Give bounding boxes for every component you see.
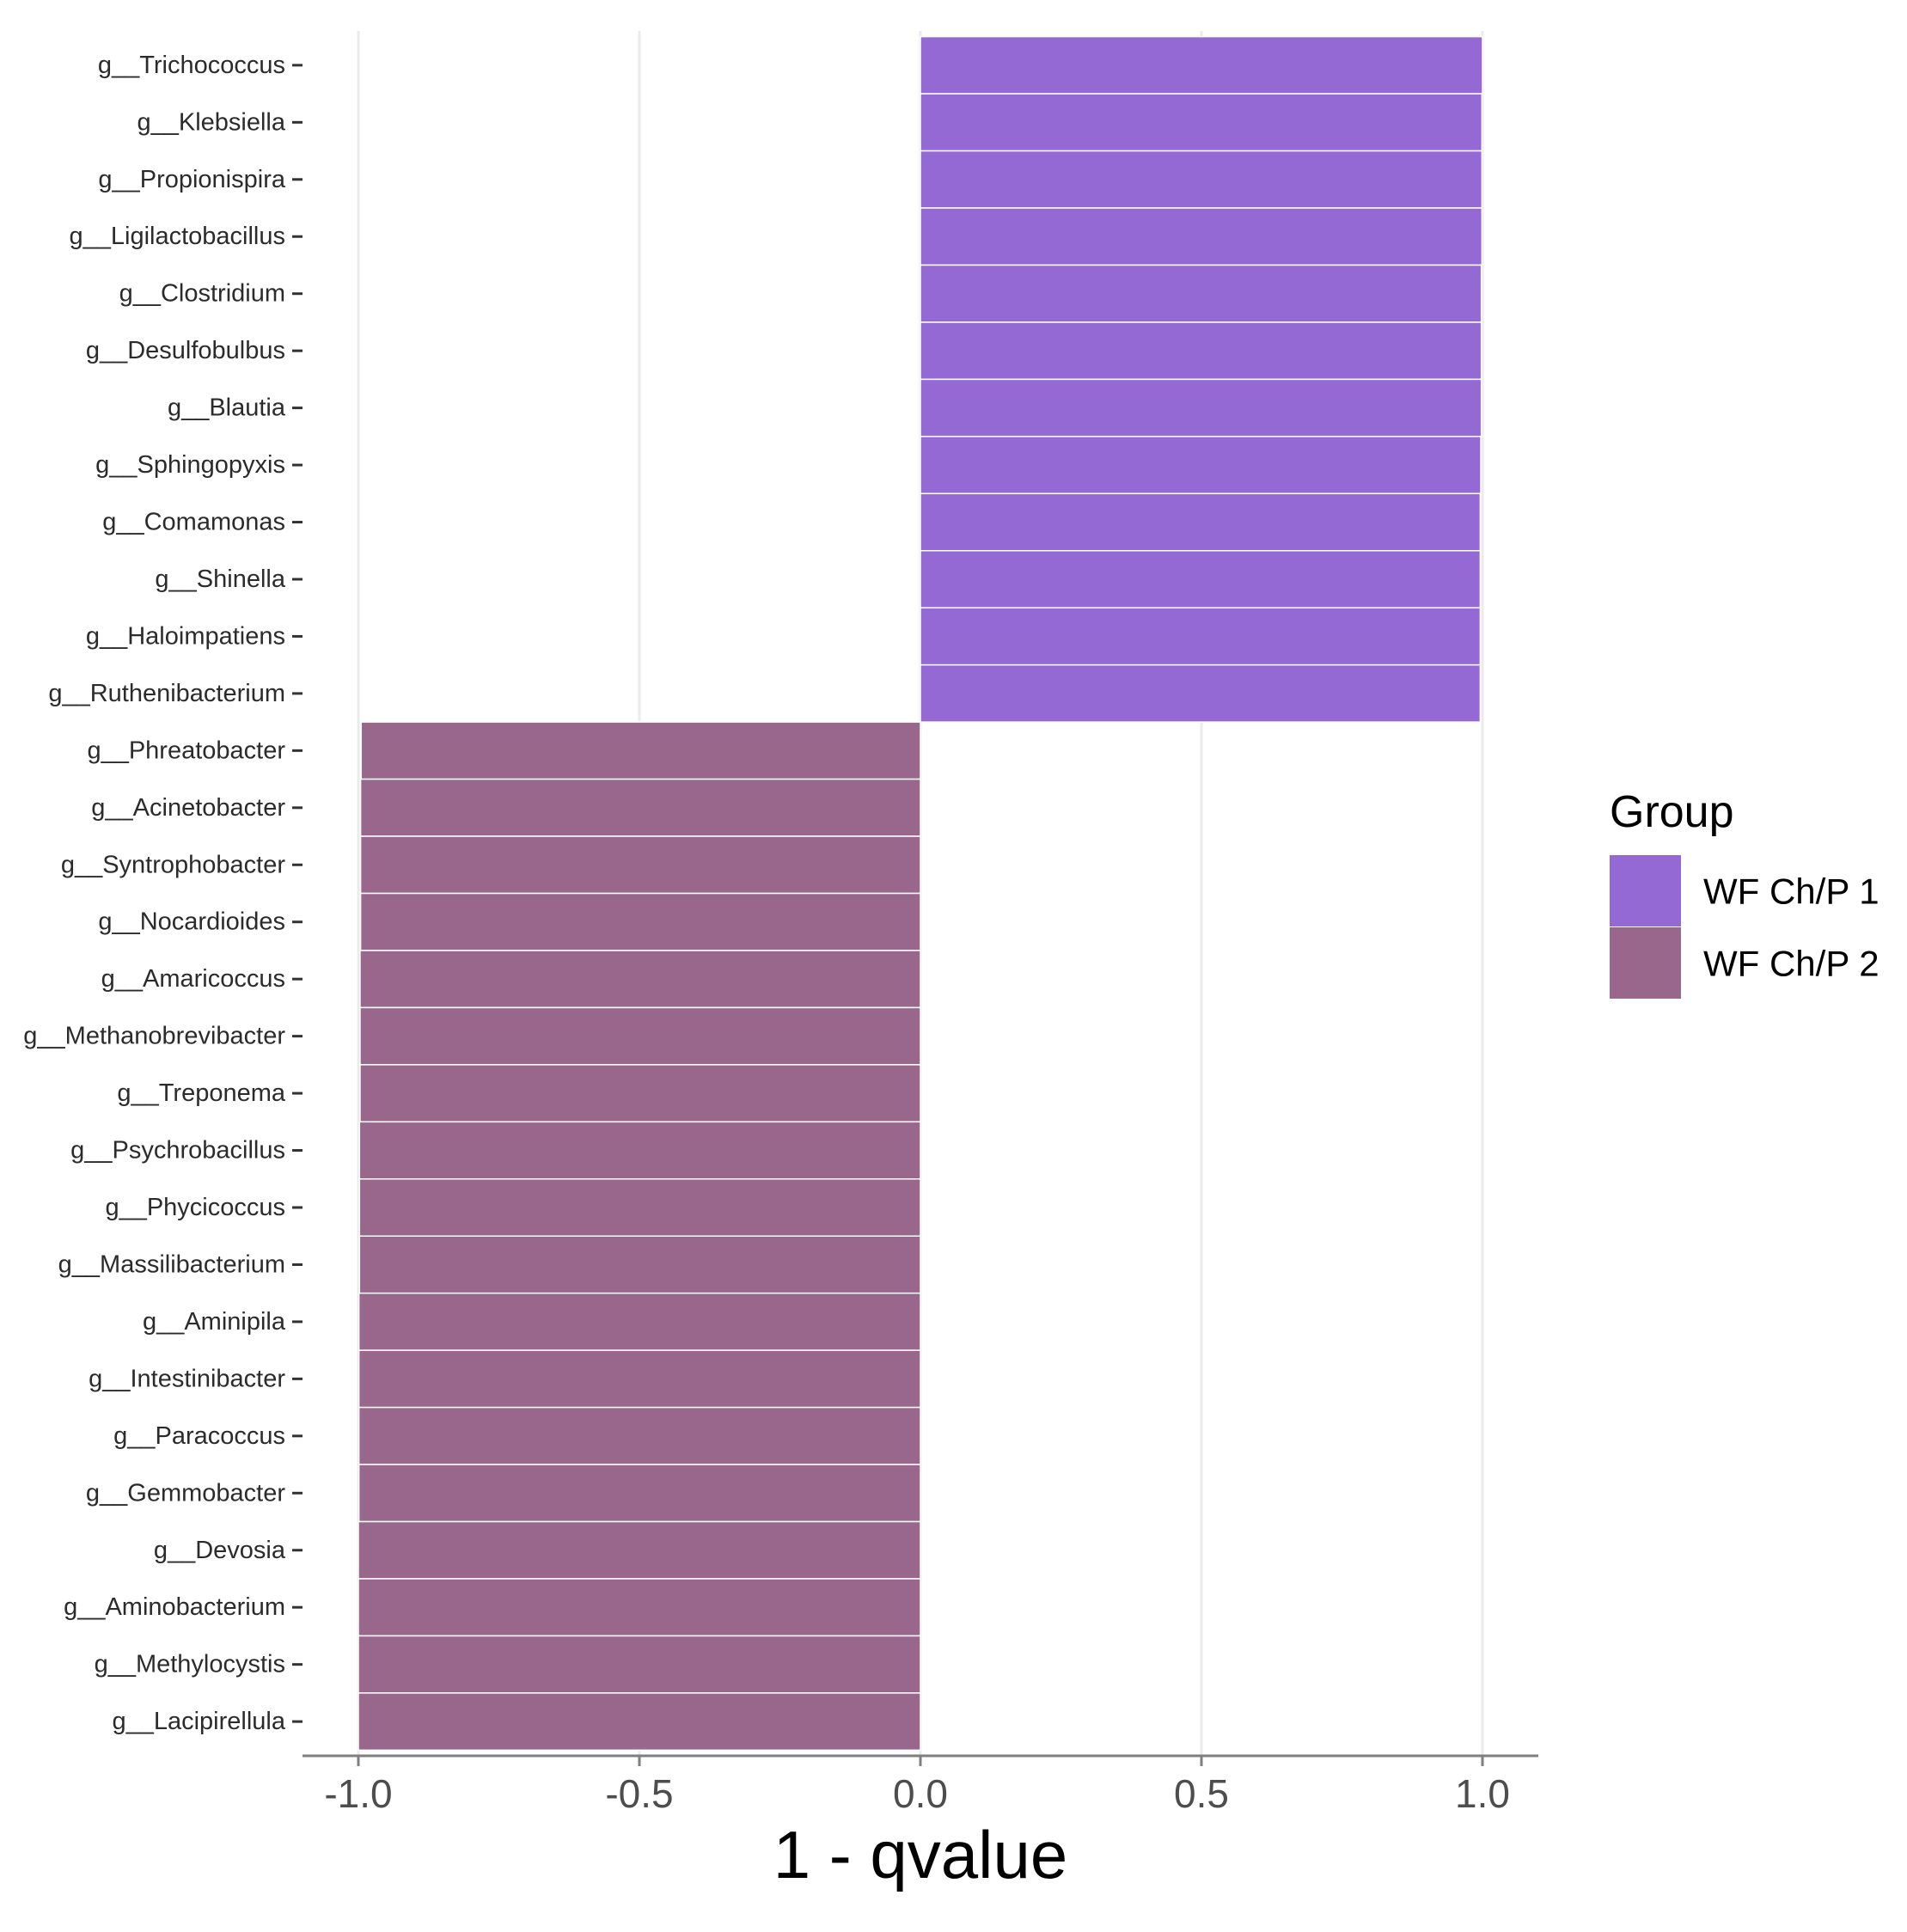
y-tick-label: g__Shinella [155,566,285,593]
x-tick-label: -0.5 [605,1771,673,1816]
legend-swatch [1610,855,1681,926]
bar [920,35,1483,95]
y-tick-label: g__Amaricoccus [101,965,285,993]
y-tick-label: g__Propionispira [98,166,286,193]
bar [358,1635,921,1694]
y-tick-label: g__Phycicoccus [105,1194,285,1221]
bar [358,1520,921,1580]
y-tick-label: g__Paracoccus [113,1422,285,1450]
y-tick-label: g__Haloimpatiens [86,622,285,650]
y-tick-label: g__Klebsiella [137,108,285,136]
y-tick-label: g__Massilibacterium [58,1250,285,1278]
y-tick-label: g__Comamonas [102,509,285,536]
y-tick-label: g__Devosia [154,1537,286,1564]
bar [358,1121,921,1180]
bar [920,378,1482,437]
bar [358,1292,921,1351]
bar [920,93,1483,152]
legend-title: Group [1610,787,1734,837]
bar [920,607,1482,666]
bars [358,35,1483,1752]
x-axis: -1.0 -0.5 0.0 0.5 1.0 [303,1754,1538,1816]
x-axis-title: 1 - qvalue [773,1817,1068,1892]
y-tick-label: g__Trichococcus [98,52,285,79]
bar [358,1464,921,1523]
bar [920,264,1482,323]
y-tick-label: g__Methylocystis [95,1651,285,1678]
legend-label: WF Ch/P 2 [1703,944,1879,984]
bar [358,1235,921,1294]
bar [358,1578,921,1637]
x-tick-label: 1.0 [1455,1771,1510,1816]
y-tick-label: g__Lacipirellula [112,1708,285,1735]
bar [359,950,921,1009]
y-tick-label: g__Nocardioides [98,908,285,936]
y-tick-label: g__Intestinibacter [89,1365,285,1392]
y-tick-label: g__Treponema [117,1079,285,1107]
bar [359,778,921,837]
y-tick-label: g__Aminobacterium [64,1593,285,1621]
y-tick-label: g__Phreatobacter [87,737,285,764]
y-tick-label: g__Psychrobacillus [70,1137,285,1165]
y-tick-label: g__Blautia [168,394,286,422]
x-tick-label: -1.0 [324,1771,392,1816]
x-tick-label: 0.0 [893,1771,948,1816]
bar [359,1006,921,1066]
bar [360,721,921,780]
bar [359,892,921,951]
y-tick-label: g__Acinetobacter [91,794,285,822]
bar [359,835,921,895]
bar [920,663,1482,723]
y-tick-label: g__Aminipila [143,1308,286,1336]
legend: Group WF Ch/P 1 WF Ch/P 2 [1610,787,1879,999]
bar [358,1178,921,1237]
y-tick-label: g__Desulfobulbus [86,337,285,364]
y-tick-label: g__Syntrophobacter [61,851,286,878]
y-tick-label: g__Ruthenibacterium [48,680,285,707]
y-tick-label: g__Gemmobacter [86,1479,285,1507]
y-tick-label: g__Methanobrevibacter [23,1023,285,1050]
bar [920,492,1482,552]
bar [920,207,1483,266]
legend-swatch [1610,927,1681,999]
bar [920,436,1482,495]
bar [920,550,1482,608]
bar [359,1064,921,1123]
bar [358,1349,921,1409]
bar [920,150,1483,209]
x-tick-label: 0.5 [1174,1771,1229,1816]
bar [358,1406,921,1465]
y-axis-ticks: g__Trichococcus g__Klebsiella g__Propionis… [23,52,303,1735]
legend-label: WF Ch/P 1 [1703,871,1879,912]
y-tick-label: g__Sphingopyxis [95,451,285,479]
y-tick-label: g__Clostridium [119,280,285,308]
bar [920,321,1482,381]
bar [358,1692,921,1752]
y-tick-label: g__Ligilactobacillus [70,223,286,250]
